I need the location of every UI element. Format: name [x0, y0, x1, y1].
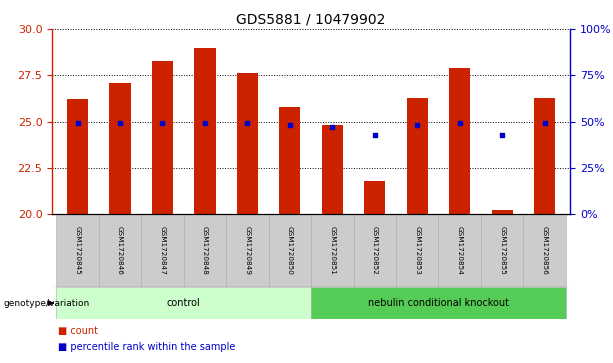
Bar — [311, 214, 354, 287]
Point — [413, 122, 422, 128]
Text: GSM1720855: GSM1720855 — [499, 226, 505, 275]
Bar — [364, 181, 386, 214]
Bar — [406, 98, 428, 214]
Point — [243, 121, 253, 126]
Bar — [396, 214, 438, 287]
Point — [200, 121, 210, 126]
Text: control: control — [167, 298, 200, 308]
Text: GSM1720849: GSM1720849 — [245, 226, 251, 275]
Point — [455, 121, 465, 126]
Bar — [141, 214, 184, 287]
Bar — [194, 48, 216, 214]
Point — [497, 132, 507, 138]
Text: GSM1720850: GSM1720850 — [287, 226, 293, 275]
Text: GSM1720845: GSM1720845 — [75, 226, 80, 275]
Bar — [280, 107, 300, 214]
Text: GSM1720856: GSM1720856 — [542, 226, 547, 275]
Text: nebulin conditional knockout: nebulin conditional knockout — [368, 298, 509, 308]
Point — [115, 121, 125, 126]
Bar — [99, 214, 141, 287]
Bar — [184, 214, 226, 287]
Text: GSM1720852: GSM1720852 — [371, 226, 378, 275]
Text: ■ count: ■ count — [58, 326, 98, 336]
Bar — [56, 287, 311, 319]
Bar — [67, 99, 88, 214]
Bar — [268, 214, 311, 287]
Title: GDS5881 / 10479902: GDS5881 / 10479902 — [237, 12, 386, 26]
Bar — [110, 83, 131, 214]
Point — [73, 121, 83, 126]
Bar — [322, 125, 343, 214]
Point — [285, 122, 295, 128]
Bar — [481, 214, 524, 287]
Point — [370, 132, 379, 138]
Bar — [311, 287, 566, 319]
Bar — [438, 214, 481, 287]
Text: GSM1720854: GSM1720854 — [457, 226, 463, 275]
Text: GSM1720848: GSM1720848 — [202, 226, 208, 275]
Bar — [534, 98, 555, 214]
Text: GSM1720847: GSM1720847 — [159, 226, 166, 275]
Bar — [354, 214, 396, 287]
Bar — [226, 214, 268, 287]
Text: genotype/variation: genotype/variation — [3, 299, 89, 307]
Point — [539, 121, 549, 126]
Bar — [524, 214, 566, 287]
Text: ■ percentile rank within the sample: ■ percentile rank within the sample — [58, 342, 235, 352]
Bar — [449, 68, 470, 214]
Text: GSM1720846: GSM1720846 — [117, 226, 123, 275]
Point — [158, 121, 167, 126]
Point — [327, 124, 337, 130]
Text: GSM1720851: GSM1720851 — [329, 226, 335, 275]
Bar — [492, 211, 512, 214]
Bar — [56, 214, 99, 287]
Bar — [237, 73, 258, 214]
Bar — [152, 61, 173, 214]
Text: GSM1720853: GSM1720853 — [414, 226, 421, 275]
